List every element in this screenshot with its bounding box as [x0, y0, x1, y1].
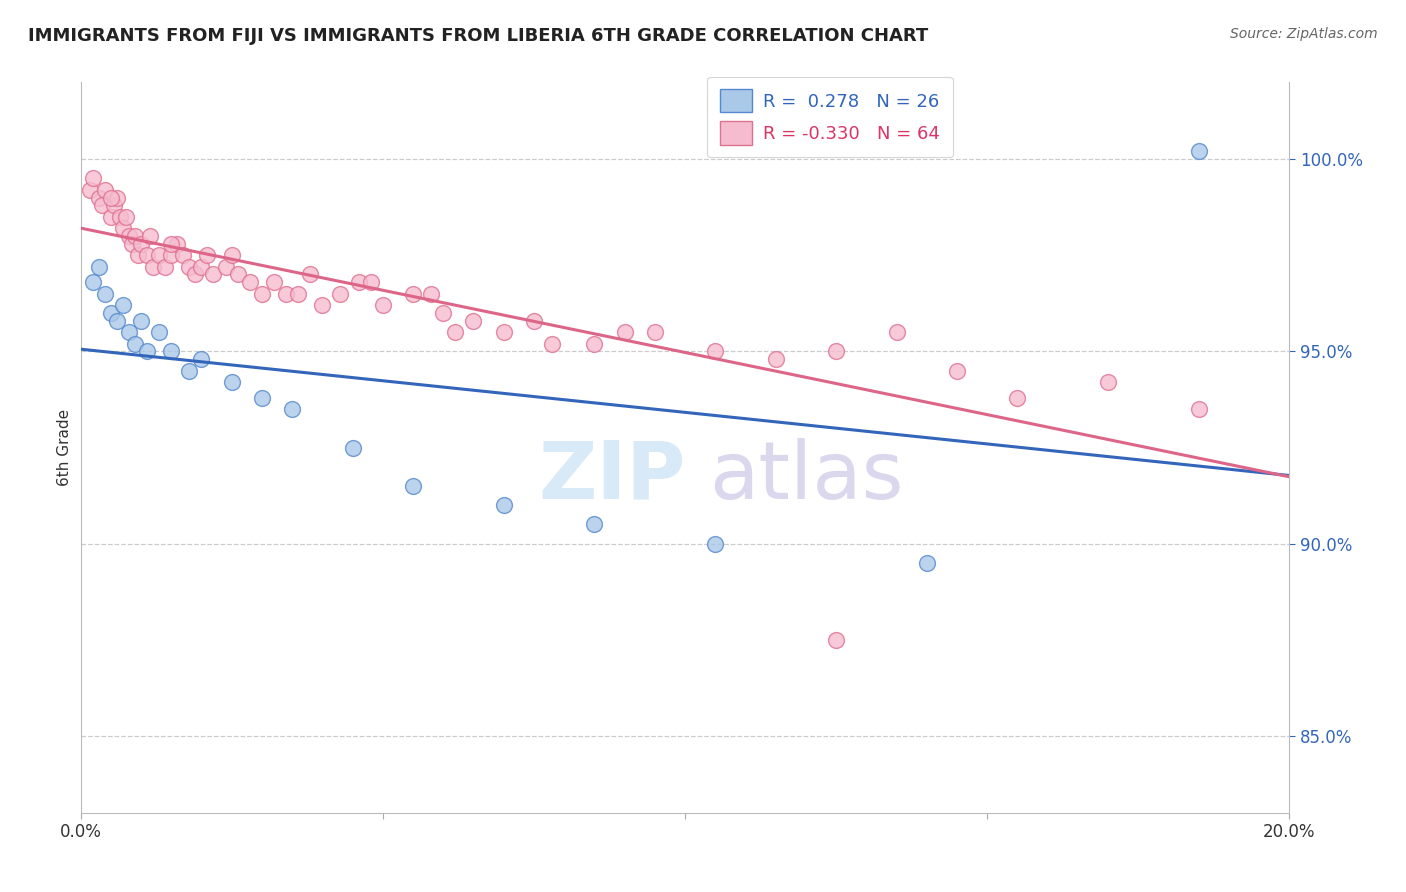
- Point: [360, 275, 382, 289]
- Point: [87, 190, 110, 204]
- Legend: R =  0.278   N = 26, R = -0.330   N = 64: R = 0.278 N = 26, R = -0.330 N = 64: [707, 77, 953, 157]
- Point: [1007, 391, 1029, 405]
- Point: [148, 248, 170, 262]
- Point: [765, 352, 787, 367]
- Point: [160, 236, 183, 251]
- Point: [915, 556, 938, 570]
- Point: [250, 391, 273, 405]
- Point: [184, 268, 207, 282]
- Point: [342, 441, 364, 455]
- Point: [492, 498, 515, 512]
- Point: [124, 229, 146, 244]
- Point: [281, 402, 304, 417]
- Point: [142, 260, 165, 274]
- Point: [179, 260, 201, 274]
- Point: [121, 236, 143, 251]
- Point: [79, 183, 101, 197]
- Point: [214, 260, 236, 274]
- Point: [420, 286, 443, 301]
- Point: [704, 537, 727, 551]
- Point: [108, 210, 131, 224]
- Point: [197, 248, 219, 262]
- Text: atlas: atlas: [709, 438, 903, 516]
- Point: [299, 268, 322, 282]
- Point: [100, 190, 122, 204]
- Y-axis label: 6th Grade: 6th Grade: [58, 409, 72, 486]
- Point: [1188, 402, 1211, 417]
- Point: [153, 260, 176, 274]
- Point: [100, 210, 122, 224]
- Text: IMMIGRANTS FROM FIJI VS IMMIGRANTS FROM LIBERIA 6TH GRADE CORRELATION CHART: IMMIGRANTS FROM FIJI VS IMMIGRANTS FROM …: [28, 27, 928, 45]
- Point: [82, 275, 104, 289]
- Text: Source: ZipAtlas.com: Source: ZipAtlas.com: [1230, 27, 1378, 41]
- Point: [239, 275, 262, 289]
- Point: [105, 190, 128, 204]
- Point: [139, 229, 162, 244]
- Point: [118, 325, 141, 339]
- Point: [93, 183, 115, 197]
- Point: [432, 306, 454, 320]
- Point: [160, 248, 183, 262]
- Point: [90, 198, 112, 212]
- Point: [311, 298, 333, 312]
- Point: [263, 275, 285, 289]
- Point: [148, 325, 170, 339]
- Point: [111, 221, 134, 235]
- Point: [190, 260, 212, 274]
- Point: [583, 336, 606, 351]
- Point: [946, 363, 969, 377]
- Point: [287, 286, 309, 301]
- Point: [93, 286, 115, 301]
- Point: [444, 325, 467, 339]
- Point: [129, 313, 152, 327]
- Point: [329, 286, 352, 301]
- Point: [463, 313, 485, 327]
- Point: [1188, 145, 1211, 159]
- Point: [82, 171, 104, 186]
- Point: [202, 268, 225, 282]
- Point: [221, 375, 243, 389]
- Point: [136, 248, 159, 262]
- Point: [644, 325, 666, 339]
- Point: [704, 344, 727, 359]
- Point: [111, 298, 134, 312]
- Point: [124, 336, 146, 351]
- Point: [274, 286, 297, 301]
- Point: [100, 306, 122, 320]
- Point: [127, 248, 149, 262]
- Point: [172, 248, 194, 262]
- Point: [583, 517, 606, 532]
- Point: [118, 229, 141, 244]
- Point: [250, 286, 273, 301]
- Point: [523, 313, 546, 327]
- Point: [105, 313, 128, 327]
- Point: [129, 236, 152, 251]
- Point: [166, 236, 188, 251]
- Point: [115, 210, 138, 224]
- Point: [825, 632, 848, 647]
- Point: [825, 344, 848, 359]
- Point: [190, 352, 212, 367]
- Point: [492, 325, 515, 339]
- Point: [160, 344, 183, 359]
- Point: [371, 298, 394, 312]
- Point: [1097, 375, 1119, 389]
- Text: ZIP: ZIP: [538, 438, 686, 516]
- Point: [613, 325, 636, 339]
- Point: [179, 363, 201, 377]
- Point: [402, 479, 425, 493]
- Point: [226, 268, 249, 282]
- Point: [402, 286, 425, 301]
- Point: [347, 275, 370, 289]
- Point: [221, 248, 243, 262]
- Point: [103, 198, 125, 212]
- Point: [87, 260, 110, 274]
- Point: [136, 344, 159, 359]
- Point: [541, 336, 564, 351]
- Point: [886, 325, 908, 339]
